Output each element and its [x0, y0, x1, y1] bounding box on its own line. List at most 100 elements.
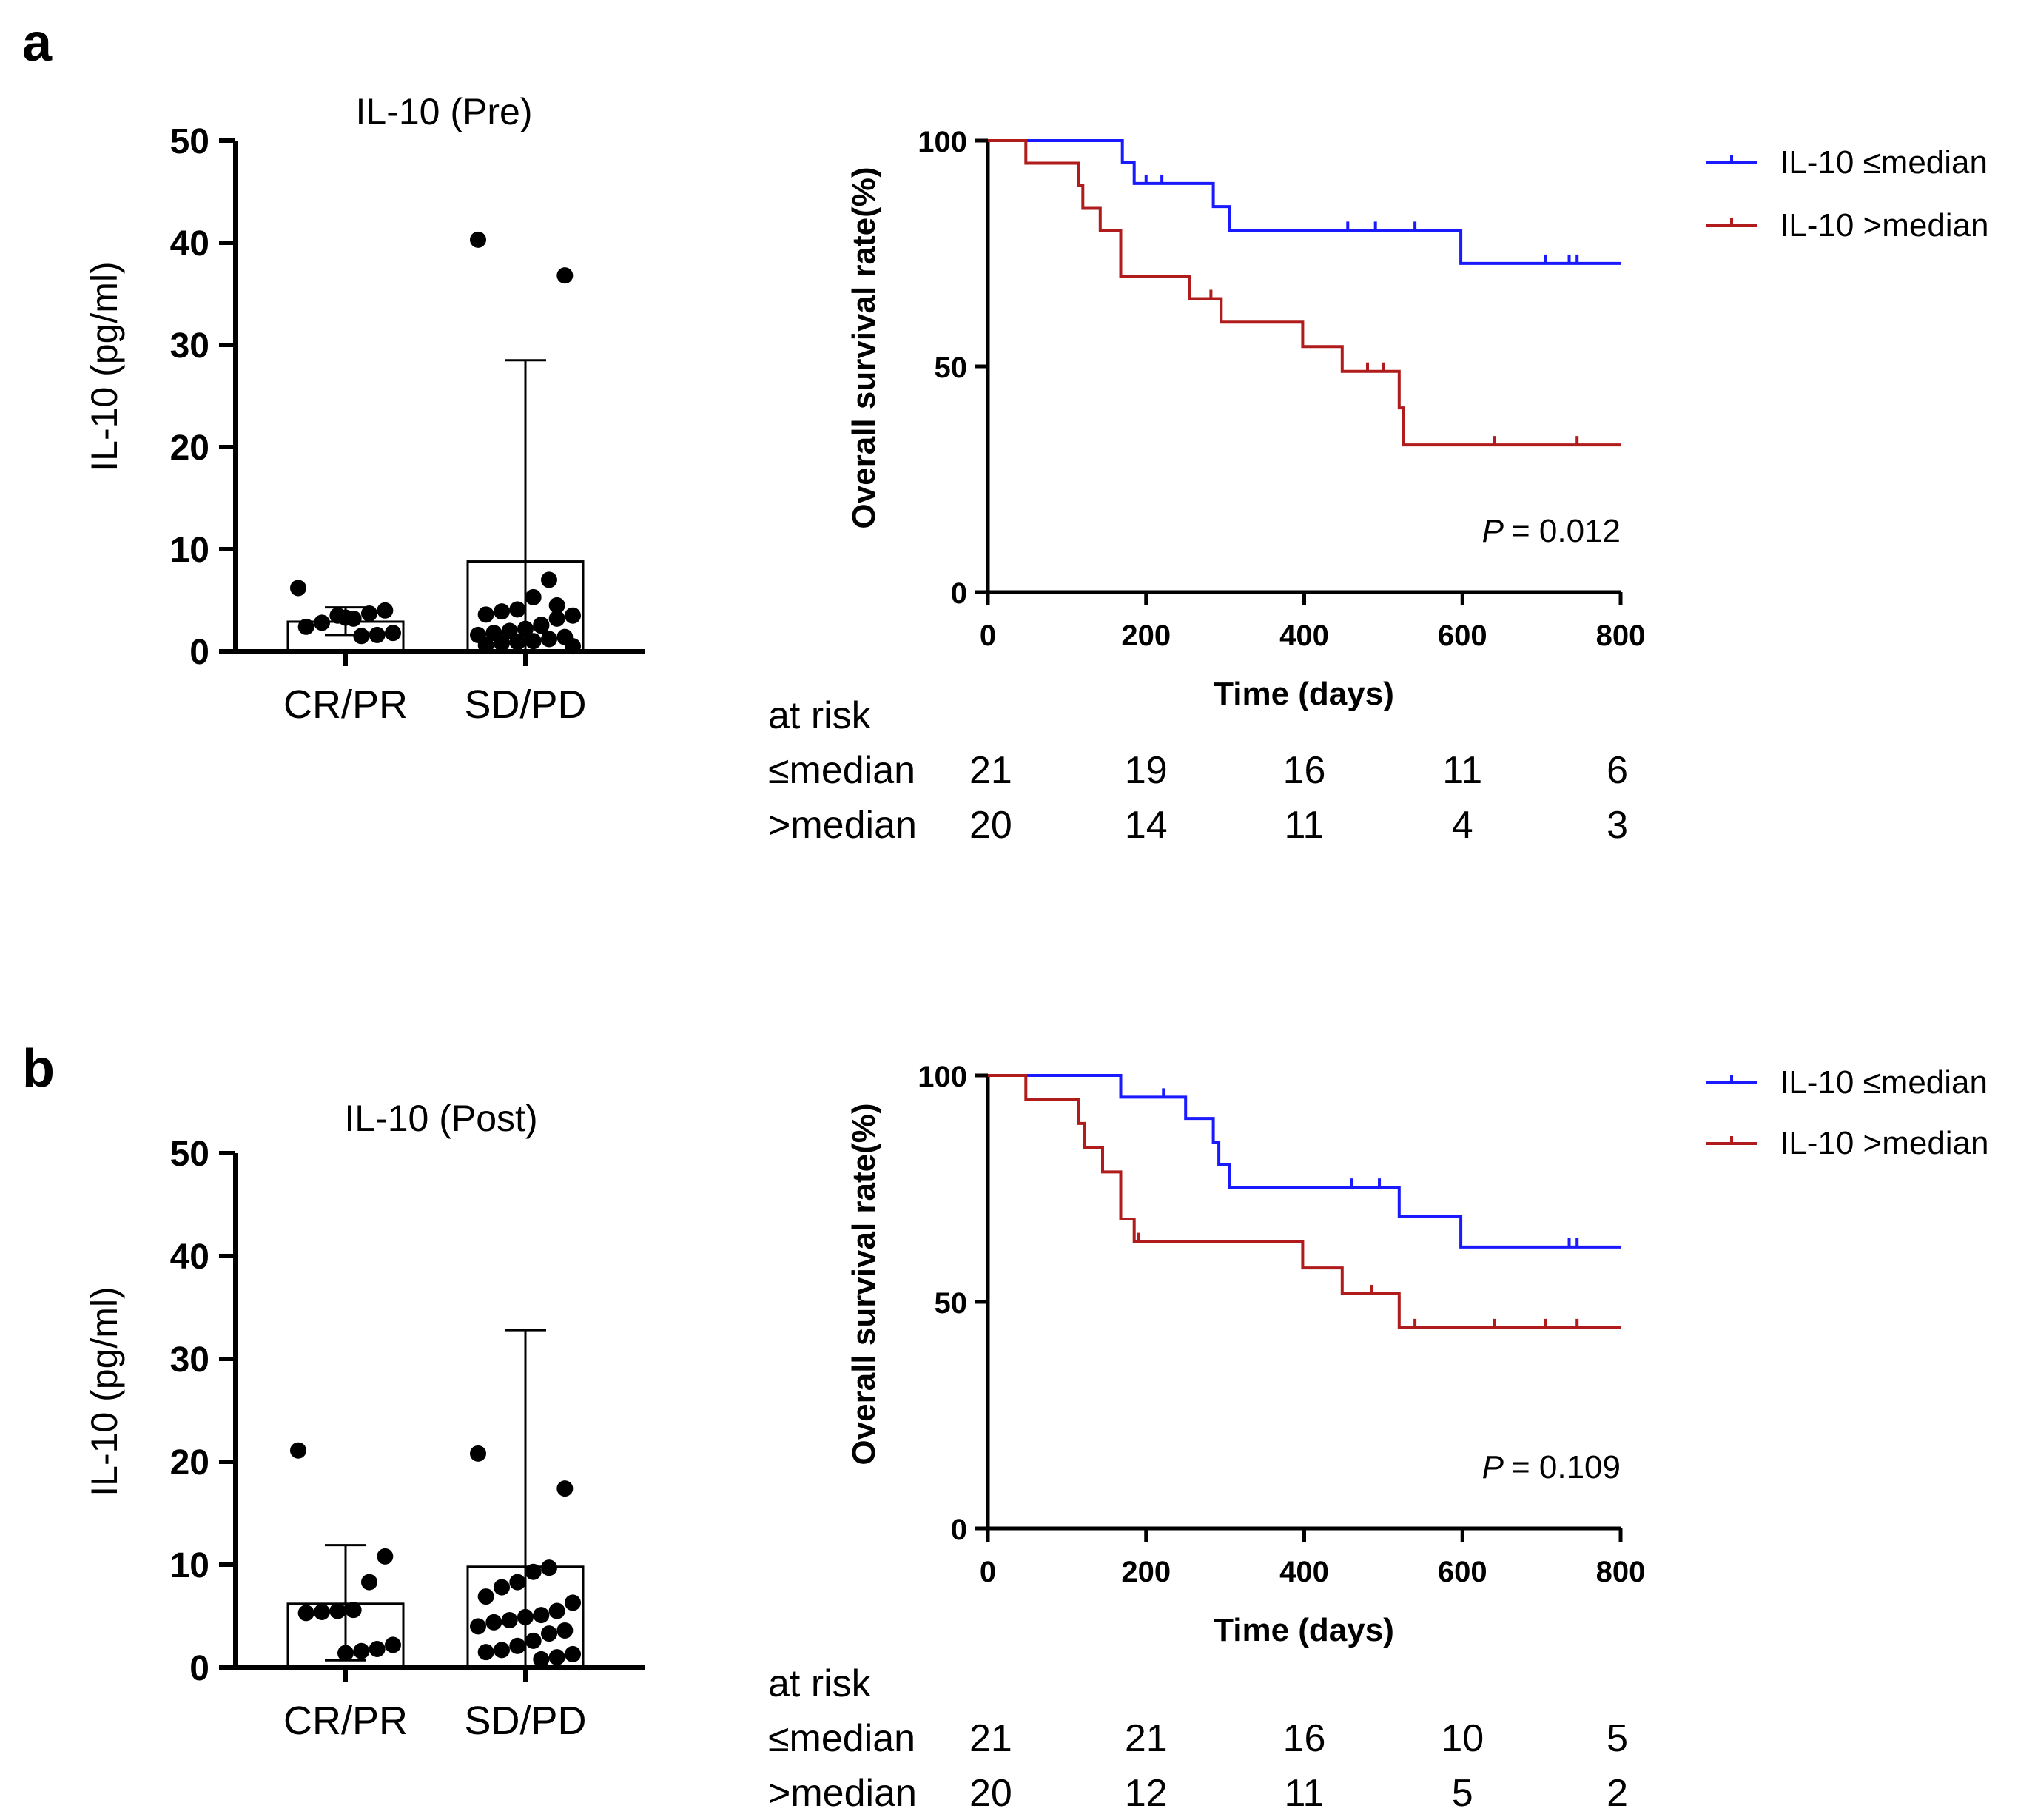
- data-point: [314, 614, 330, 631]
- data-point: [345, 1602, 362, 1619]
- data-point: [470, 231, 486, 248]
- data-point: [548, 1602, 565, 1619]
- data-point: [377, 1548, 394, 1565]
- at-risk-value: 5: [1452, 1772, 1473, 1815]
- data-point: [477, 637, 494, 654]
- data-point: [369, 626, 386, 643]
- y-tick-label: 50: [170, 122, 209, 161]
- data-point: [525, 588, 542, 605]
- at-risk-value: 6: [1607, 749, 1628, 792]
- data-point: [556, 1480, 574, 1497]
- survival-line-low: [988, 1074, 1621, 1249]
- data-point: [377, 602, 394, 619]
- panel-a-survival-chart: Overall survival rate(%) Time (days) P = …: [768, 126, 1989, 847]
- at-risk-row-label: >median: [768, 1772, 917, 1815]
- x-axis-label: Time (days): [1214, 1612, 1394, 1648]
- y-tick-label: 100: [918, 126, 967, 158]
- data-point: [509, 1574, 526, 1591]
- at-risk-value: 16: [1283, 749, 1326, 792]
- data-point: [517, 620, 534, 637]
- data-point: [565, 607, 581, 624]
- data-point: [548, 610, 565, 627]
- x-tick-label: SD/PD: [464, 1699, 586, 1743]
- y-tick-label: 50: [935, 352, 968, 384]
- data-point: [509, 601, 526, 618]
- p-value-text: = 0.012: [1511, 513, 1621, 549]
- y-tick-label: 20: [170, 1443, 209, 1482]
- data-point: [477, 1588, 494, 1605]
- y-axis-label: Overall survival rate(%): [846, 167, 882, 528]
- data-point: [548, 597, 565, 614]
- legend-label-low: IL-10 ≤median: [1780, 1064, 1988, 1101]
- at-risk-value: 11: [1442, 749, 1482, 792]
- x-tick-label: 200: [1121, 619, 1171, 652]
- at-risk-value: 21: [969, 1717, 1012, 1760]
- y-tick-label: 0: [951, 1514, 967, 1546]
- survival-line-high: [988, 139, 1621, 447]
- x-tick-label: 800: [1596, 619, 1646, 652]
- x-tick-label: 400: [1279, 619, 1329, 652]
- data-point: [548, 1649, 565, 1666]
- data-point: [385, 1636, 401, 1653]
- at-risk-title: at risk: [768, 1662, 872, 1705]
- p-value: P = 0.109: [1482, 1449, 1621, 1485]
- data-point: [541, 571, 557, 588]
- x-tick-label: 600: [1438, 619, 1487, 652]
- at-risk-row-label: >median: [768, 804, 917, 847]
- y-tick-label: 50: [170, 1135, 209, 1174]
- x-tick-label: 0: [980, 1556, 996, 1588]
- at-risk-row-label: ≤median: [768, 1717, 915, 1760]
- data-point: [314, 1603, 330, 1620]
- data-point: [494, 1642, 510, 1659]
- data-point: [470, 1445, 486, 1462]
- at-risk-row-label: ≤median: [768, 749, 915, 792]
- data-point: [509, 1637, 526, 1654]
- at-risk-table: at risk ≤median >median: [768, 1662, 917, 1815]
- y-tick-label: 40: [170, 224, 209, 263]
- data-point: [385, 625, 401, 642]
- legend-label-low: IL-10 ≤median: [1780, 144, 1988, 181]
- data-point: [297, 1605, 314, 1622]
- data-point: [337, 609, 354, 626]
- p-value-text: = 0.109: [1511, 1449, 1621, 1485]
- at-risk-value: 21: [1125, 1717, 1168, 1760]
- x-tick-label: 800: [1596, 1556, 1646, 1588]
- at-risk-value: 16: [1283, 1717, 1326, 1760]
- data-point: [329, 1602, 346, 1619]
- x-tick-label: 400: [1279, 1556, 1329, 1588]
- panel-a-bar-chart: a IL-10 (Pre) IL-10 (pg/ml) 0 10 20 30 40 50 C…: [22, 13, 645, 727]
- panel-b-survival-chart: Overall survival rate(%) Time (days) P = …: [768, 1061, 1989, 1815]
- data-point: [565, 638, 581, 655]
- at-risk-value: 5: [1607, 1717, 1628, 1760]
- at-risk-value: 11: [1285, 1772, 1325, 1815]
- survival-line-low: [988, 139, 1621, 265]
- data-point: [533, 617, 550, 634]
- at-risk-table: at risk ≤median >median: [768, 694, 917, 847]
- y-tick-label: 10: [170, 531, 209, 570]
- data-point: [501, 1612, 518, 1629]
- data-point: [290, 580, 306, 597]
- at-risk-value: 14: [1125, 804, 1168, 847]
- at-risk-value: 11: [1285, 804, 1325, 847]
- y-axis-label: IL-10 (pg/ml): [84, 1286, 125, 1496]
- data-point: [541, 1559, 557, 1576]
- y-tick-label: 30: [170, 326, 209, 366]
- data-point: [533, 1651, 550, 1668]
- y-axis-label: IL-10 (pg/ml): [84, 261, 125, 471]
- data-point: [494, 634, 510, 651]
- at-risk-value: 4: [1452, 804, 1473, 847]
- at-risk-title: at risk: [768, 694, 872, 737]
- bar-chart-title: IL-10 (Pre): [356, 91, 533, 132]
- bar-chart-title: IL-10 (Post): [344, 1098, 537, 1139]
- legend: IL-10 ≤median IL-10 >median: [1706, 144, 1989, 244]
- data-point: [361, 605, 377, 622]
- x-tick-label: CR/PR: [283, 1699, 408, 1743]
- data-point: [556, 1622, 574, 1639]
- at-risk-value: 3: [1607, 804, 1628, 847]
- y-tick-label: 0: [951, 577, 967, 610]
- data-point: [477, 1644, 494, 1661]
- data-point: [517, 1608, 534, 1625]
- data-point: [541, 631, 557, 648]
- data-point: [565, 1645, 581, 1662]
